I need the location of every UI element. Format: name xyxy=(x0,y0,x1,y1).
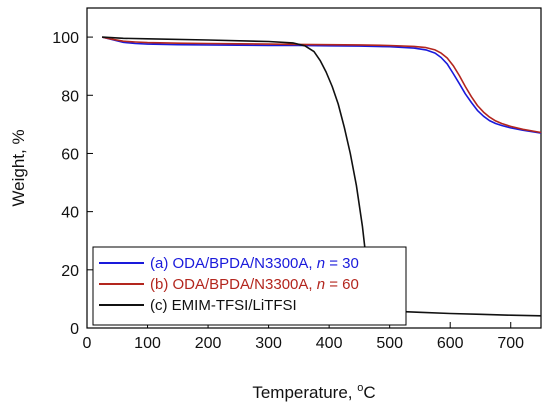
x-axis-title-unit-superscript: o xyxy=(357,382,363,394)
plot-frame xyxy=(86,7,542,329)
series-line-3 xyxy=(102,36,542,317)
series-line-1 xyxy=(101,36,542,134)
x-tick-label: 300 xyxy=(255,335,282,352)
x-axis-title-main: Temperature, xyxy=(252,383,357,402)
x-axis-title-unit: C xyxy=(363,383,375,402)
y-tick-label: 0 xyxy=(70,321,79,338)
x-tick-label: 200 xyxy=(195,335,222,352)
y-axis-title: Weight, % xyxy=(9,129,28,206)
axis-ticks: 0 100 200 300 400 500 600 700 0 20 40 60 80 100 xyxy=(52,30,524,352)
x-tick-label: 0 xyxy=(83,335,92,352)
x-tick-label: 100 xyxy=(134,335,161,352)
y-tick-label: 80 xyxy=(61,88,79,105)
y-tick-label: 100 xyxy=(52,30,79,47)
series-lines xyxy=(101,36,542,317)
legend-box xyxy=(92,246,407,326)
x-tick-label: 500 xyxy=(376,335,403,352)
series-line-2 xyxy=(101,36,542,134)
x-tick-label: 600 xyxy=(437,335,464,352)
legend: (a) ODA/BPDA/N3300A, n = 30 (b) ODA/BPDA/… xyxy=(92,246,407,326)
legend-label-2: (b) ODA/BPDA/N3300A, n = 60 xyxy=(150,276,359,293)
legend-label-1: (a) ODA/BPDA/N3300A, n = 30 xyxy=(150,255,359,272)
legend-label-3: (c) EMIM-TFSI/LiTFSI xyxy=(150,297,297,314)
legend-items: (a) ODA/BPDA/N3300A, n = 30 (b) ODA/BPDA/… xyxy=(99,255,359,314)
x-tick-label: 700 xyxy=(497,335,524,352)
y-tick-label: 60 xyxy=(61,146,79,163)
x-tick-label: 400 xyxy=(316,335,343,352)
x-axis-title: Temperature, oC xyxy=(252,382,375,402)
y-tick-label: 20 xyxy=(61,263,79,280)
y-tick-label: 40 xyxy=(61,205,79,222)
